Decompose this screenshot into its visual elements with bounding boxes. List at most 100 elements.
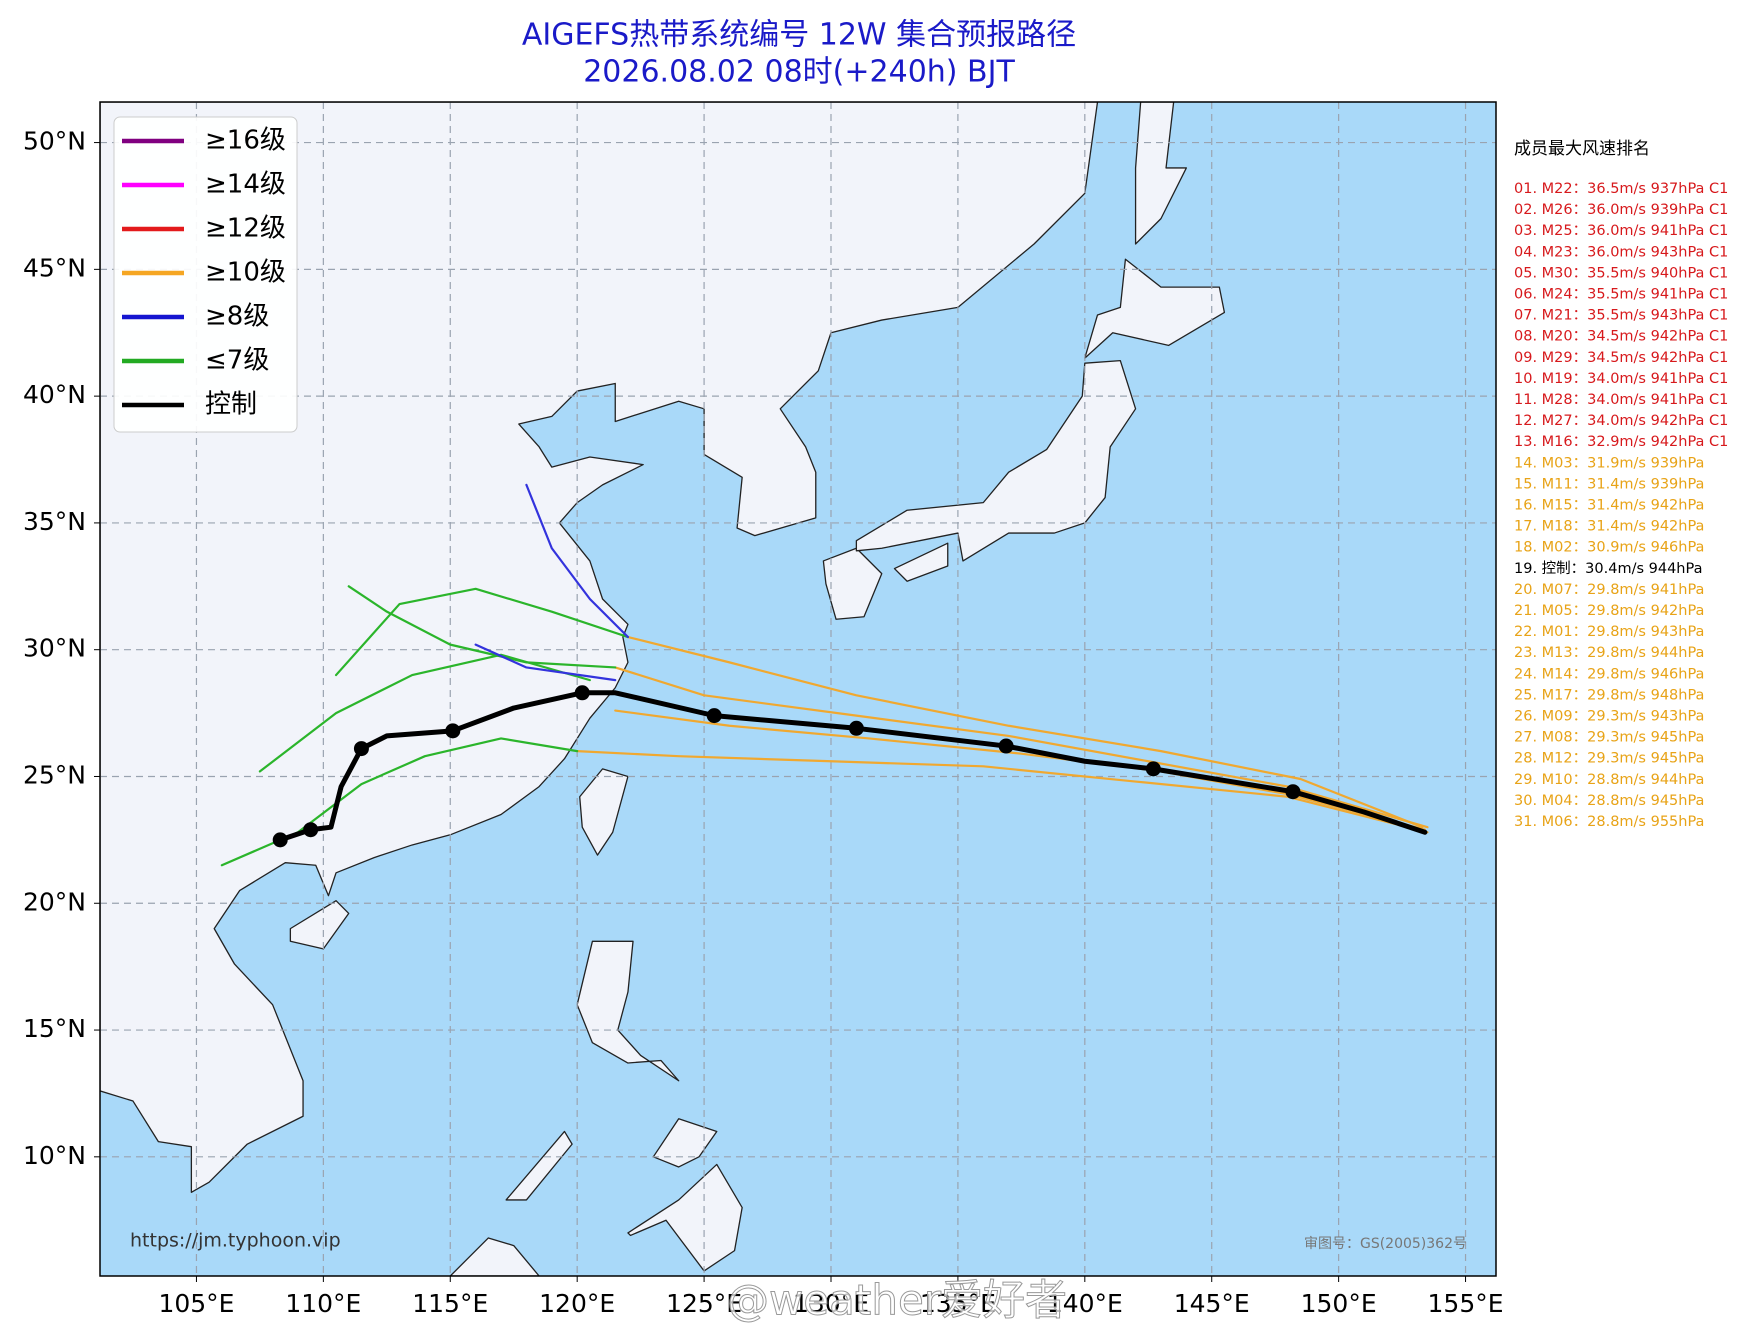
ranking-item: 21. M05：29.8m/s 942hPa bbox=[1514, 603, 1704, 619]
y-tick-label: 35°N bbox=[23, 507, 86, 536]
legend-label: ≥12级 bbox=[205, 214, 286, 244]
ranking-item: 19. 控制：30.4m/s 944hPa bbox=[1514, 560, 1702, 577]
shikoku bbox=[894, 543, 947, 581]
palawan bbox=[506, 1131, 572, 1199]
ranking-item: 08. M20：34.5m/s 942hPa C1 bbox=[1514, 329, 1728, 345]
axes: 105°E 110°E 115°E 120°E 125°E 130°E 135°E 140°E… bbox=[23, 127, 1504, 1318]
ranking-title: 成员最大风速排名 bbox=[1514, 139, 1650, 159]
control-position bbox=[353, 741, 369, 757]
x-tick-label: 145°E bbox=[1174, 1289, 1250, 1318]
ranking-item: 13. M16：32.9m/s 942hPa C1 bbox=[1514, 434, 1728, 450]
ranking-item: 27. M08：29.3m/s 945hPa bbox=[1514, 730, 1704, 746]
x-tick-label: 155°E bbox=[1428, 1289, 1504, 1318]
luzon bbox=[577, 941, 679, 1080]
control-position bbox=[272, 832, 288, 848]
x-tick-label: 150°E bbox=[1301, 1289, 1377, 1318]
x-tick-label: 105°E bbox=[158, 1289, 234, 1318]
y-tick-label: 45°N bbox=[23, 253, 86, 282]
ranking-item: 28. M12：29.3m/s 945hPa bbox=[1514, 751, 1704, 767]
ranking-item: 17. M18：31.4m/s 942hPa bbox=[1514, 519, 1704, 535]
control-position bbox=[848, 720, 864, 736]
legend-label: ≥14级 bbox=[205, 170, 286, 200]
x-tick-label: 130°E bbox=[793, 1289, 869, 1318]
legend-label: ≤7级 bbox=[205, 346, 269, 376]
ranking-item: 14. M03：31.9m/s 939hPa bbox=[1514, 455, 1704, 471]
legend-box bbox=[113, 116, 298, 433]
ranking-item: 09. M29：34.5m/s 942hPa C1 bbox=[1514, 350, 1728, 366]
ranking-item: 24. M14：29.8m/s 946hPa bbox=[1514, 666, 1704, 682]
ranking: 成员最大风速排名 01. M22：36.5m/s 937hPa C1 02. M2… bbox=[1514, 139, 1728, 830]
y-tick-label: 50°N bbox=[23, 127, 86, 156]
y-tick-label: 20°N bbox=[23, 887, 86, 916]
ranking-item: 22. M01：29.8m/s 943hPa bbox=[1514, 624, 1704, 640]
land bbox=[100, 102, 1224, 1276]
control-position bbox=[706, 708, 722, 724]
ranking-item: 01. M22：36.5m/s 937hPa C1 bbox=[1514, 181, 1728, 197]
control-position bbox=[303, 822, 319, 838]
control-position bbox=[445, 723, 461, 739]
x-tick-label: 115°E bbox=[412, 1289, 488, 1318]
hokkaido bbox=[1085, 259, 1225, 358]
map-frame bbox=[99, 101, 1497, 1277]
sakhalin bbox=[1136, 102, 1187, 244]
control-position bbox=[1285, 784, 1301, 800]
ranking-item: 12. M27：34.0m/s 942hPa C1 bbox=[1514, 413, 1728, 429]
y-tick-label: 10°N bbox=[23, 1141, 86, 1170]
borneo bbox=[450, 1238, 539, 1276]
member-track bbox=[347, 585, 617, 669]
legend-label: ≥16级 bbox=[205, 126, 286, 156]
honshu bbox=[856, 361, 1135, 561]
member-track bbox=[258, 653, 591, 773]
ranking-item: 20. M07：29.8m/s 941hPa bbox=[1514, 582, 1704, 598]
y-tick-label: 40°N bbox=[23, 380, 86, 409]
control-track bbox=[277, 690, 1428, 843]
ranking-item: 31. M06：28.8m/s 955hPa bbox=[1514, 814, 1704, 830]
title: AIGEFS热带系统编号 12W 集合预报路径 bbox=[522, 18, 1076, 53]
x-tick-label: 120°E bbox=[539, 1289, 615, 1318]
legend-label: 控制 bbox=[205, 390, 257, 420]
ranking-item: 23. M13：29.8m/s 944hPa bbox=[1514, 645, 1704, 661]
ranking-item: 18. M02：30.9m/s 946hPa bbox=[1514, 540, 1704, 556]
member-track bbox=[334, 587, 630, 677]
asia-mainland bbox=[100, 102, 1098, 1192]
y-tick-label: 30°N bbox=[23, 634, 86, 663]
subtitle: 2026.08.02 08时(+240h) BJT bbox=[583, 55, 1015, 90]
ranking-item: 29. M10：28.8m/s 944hPa bbox=[1514, 772, 1704, 788]
grid bbox=[100, 102, 1496, 1276]
control-position bbox=[998, 738, 1014, 754]
control-position bbox=[574, 685, 590, 701]
x-tick-label: 125°E bbox=[666, 1289, 742, 1318]
hainan bbox=[290, 901, 348, 949]
control-position bbox=[1145, 761, 1161, 777]
source-url: https://jm.typhoon.vip bbox=[130, 1230, 341, 1252]
taiwan bbox=[580, 769, 628, 855]
ranking-item: 15. M11：31.4m/s 939hPa bbox=[1514, 476, 1704, 492]
ranking-item: 26. M09：29.3m/s 943hPa bbox=[1514, 709, 1704, 725]
ranking-item: 10. M19：34.0m/s 941hPa C1 bbox=[1514, 371, 1728, 387]
legend-label: ≥10级 bbox=[205, 258, 286, 288]
ranking-item: 07. M21：35.5m/s 943hPa C1 bbox=[1514, 308, 1728, 324]
x-tick-label: 110°E bbox=[285, 1289, 361, 1318]
ranking-item: 05. M30：35.5m/s 940hPa C1 bbox=[1514, 265, 1728, 281]
ranking-item: 02. M26：36.0m/s 939hPa C1 bbox=[1514, 202, 1728, 218]
member-track bbox=[474, 643, 617, 682]
legend-label: ≥8级 bbox=[205, 302, 269, 332]
y-tick-label: 25°N bbox=[23, 760, 86, 789]
y-tick-label: 15°N bbox=[23, 1014, 86, 1043]
approval-number: 审图号：GS(2005)362号 bbox=[1304, 1236, 1467, 1252]
watermark: @weather爱好者 bbox=[727, 1276, 1067, 1325]
ranking-item: 30. M04：28.8m/s 945hPa bbox=[1514, 793, 1704, 809]
x-tick-label: 135°E bbox=[920, 1289, 996, 1318]
ranking-item: 11. M28：34.0m/s 941hPa C1 bbox=[1514, 392, 1728, 408]
mindanao bbox=[628, 1164, 742, 1270]
tracks bbox=[220, 483, 1429, 867]
x-tick-label: 140°E bbox=[1047, 1289, 1123, 1318]
ranking-item: 06. M24：35.5m/s 941hPa C1 bbox=[1514, 287, 1728, 303]
visayas bbox=[653, 1119, 716, 1167]
ranking-item: 03. M25：36.0m/s 941hPa C1 bbox=[1514, 223, 1728, 239]
ranking-item: 25. M17：29.8m/s 948hPa bbox=[1514, 687, 1704, 703]
member-track bbox=[525, 483, 630, 639]
member-track bbox=[626, 635, 1424, 829]
